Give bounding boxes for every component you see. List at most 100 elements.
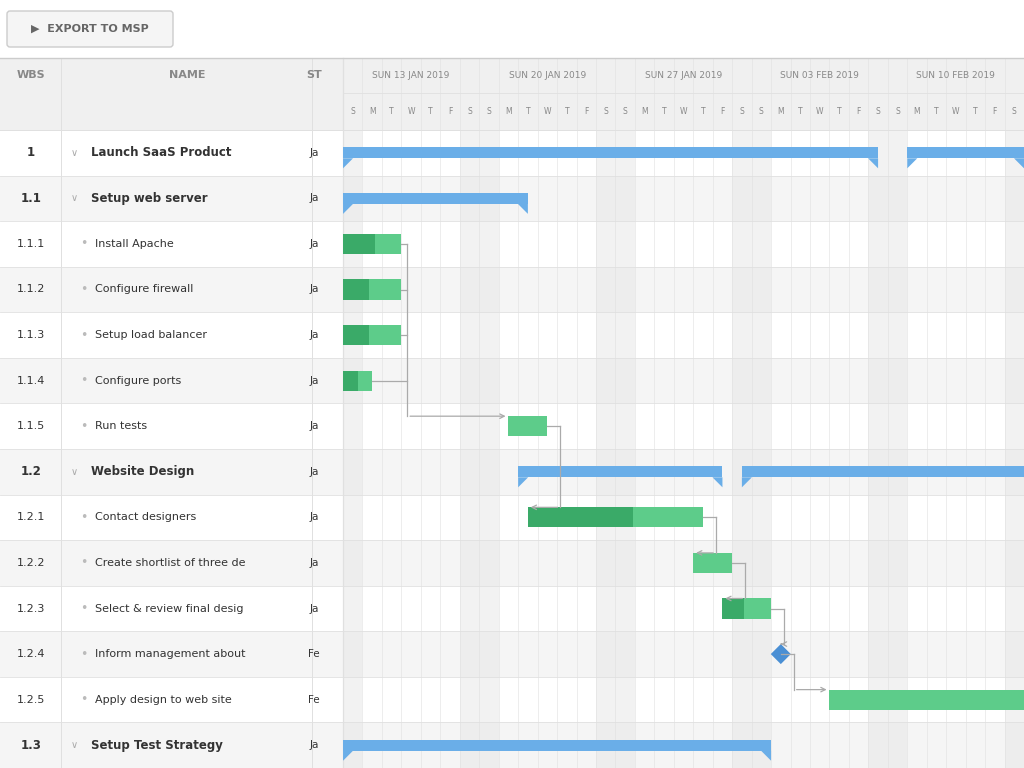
Text: •: •: [80, 694, 87, 706]
Text: Setup Test Strategy: Setup Test Strategy: [91, 739, 223, 752]
Bar: [343, 325, 401, 345]
Polygon shape: [343, 158, 353, 168]
Text: 1.1.1: 1.1.1: [16, 239, 45, 249]
Bar: [0, 130, 1024, 176]
Bar: [528, 508, 702, 528]
Text: Ja: Ja: [309, 512, 318, 522]
Text: 1.1.2: 1.1.2: [16, 284, 45, 294]
Bar: [0, 677, 1024, 723]
Bar: [0, 221, 1024, 266]
Text: 1.2.4: 1.2.4: [16, 649, 45, 659]
Bar: [0, 403, 1024, 449]
Polygon shape: [741, 477, 752, 488]
Text: SUN 03 FEB 2019: SUN 03 FEB 2019: [780, 71, 859, 80]
Text: S: S: [486, 107, 492, 116]
Bar: [0, 266, 1024, 313]
Text: S: S: [759, 107, 764, 116]
Bar: [460, 58, 479, 768]
FancyBboxPatch shape: [7, 11, 173, 47]
Polygon shape: [343, 751, 353, 761]
Bar: [0, 723, 1024, 768]
Text: M: M: [913, 107, 921, 116]
Bar: [343, 740, 771, 751]
Text: ∨: ∨: [71, 147, 78, 157]
Text: SUN 13 JAN 2019: SUN 13 JAN 2019: [373, 71, 450, 80]
Text: Create shortlist of three de: Create shortlist of three de: [95, 558, 246, 568]
Bar: [343, 234, 375, 254]
Text: NAME: NAME: [169, 71, 205, 81]
Bar: [0, 313, 1024, 358]
Text: •: •: [80, 511, 87, 524]
Text: S: S: [623, 107, 628, 116]
Text: Ja: Ja: [309, 330, 318, 340]
Bar: [343, 234, 401, 254]
Text: Ja: Ja: [309, 239, 318, 249]
Text: Ja: Ja: [309, 376, 318, 386]
Bar: [343, 325, 370, 345]
Text: W: W: [816, 107, 823, 116]
Text: T: T: [564, 107, 569, 116]
Bar: [508, 416, 547, 436]
Text: •: •: [80, 420, 87, 432]
Text: T: T: [973, 107, 978, 116]
Text: •: •: [80, 647, 87, 660]
Bar: [596, 58, 615, 768]
Text: Website Design: Website Design: [91, 465, 195, 478]
Bar: [343, 193, 528, 204]
Text: Select & review final desig: Select & review final desig: [95, 604, 244, 614]
Text: •: •: [80, 329, 87, 342]
Bar: [0, 358, 1024, 403]
Text: ST: ST: [306, 71, 322, 81]
Text: Configure firewall: Configure firewall: [95, 284, 194, 294]
Bar: [723, 598, 744, 618]
Text: ∨: ∨: [71, 194, 78, 204]
Text: Contact designers: Contact designers: [95, 512, 197, 522]
Bar: [0, 586, 1024, 631]
Text: F: F: [584, 107, 589, 116]
Text: 1.1.5: 1.1.5: [16, 421, 45, 431]
Text: T: T: [934, 107, 939, 116]
Text: Apply design to web site: Apply design to web site: [95, 694, 232, 705]
Text: W: W: [408, 107, 415, 116]
Text: •: •: [80, 602, 87, 615]
Text: S: S: [467, 107, 472, 116]
Text: Fe: Fe: [308, 649, 319, 659]
Bar: [528, 508, 633, 528]
Polygon shape: [761, 751, 771, 761]
Text: Fe: Fe: [308, 694, 319, 705]
Text: Ja: Ja: [309, 604, 318, 614]
Bar: [741, 466, 1024, 477]
Polygon shape: [771, 644, 791, 664]
Bar: [0, 176, 1024, 221]
Text: 1.1.3: 1.1.3: [16, 330, 45, 340]
Text: 1.2.1: 1.2.1: [16, 512, 45, 522]
Text: 1.2.2: 1.2.2: [16, 558, 45, 568]
Text: •: •: [80, 283, 87, 296]
Bar: [343, 280, 401, 300]
Text: Ja: Ja: [309, 558, 318, 568]
Bar: [479, 58, 499, 768]
Text: S: S: [350, 107, 355, 116]
Text: ∨: ∨: [71, 467, 78, 477]
Text: 1.2.5: 1.2.5: [16, 694, 45, 705]
Text: T: T: [389, 107, 394, 116]
Text: •: •: [80, 374, 87, 387]
Text: W: W: [952, 107, 959, 116]
Text: Configure ports: Configure ports: [95, 376, 181, 386]
Bar: [0, 449, 1024, 495]
Text: F: F: [992, 107, 997, 116]
Bar: [343, 147, 878, 158]
Text: 1: 1: [27, 146, 35, 159]
Text: W: W: [544, 107, 551, 116]
Bar: [1005, 58, 1024, 768]
Bar: [829, 690, 1024, 710]
Bar: [868, 58, 888, 768]
Bar: [0, 495, 1024, 540]
Text: WBS: WBS: [16, 71, 45, 81]
Text: S: S: [1012, 107, 1017, 116]
Polygon shape: [518, 204, 528, 214]
Bar: [343, 58, 362, 768]
Bar: [343, 371, 373, 391]
Bar: [0, 58, 1024, 130]
Text: T: T: [525, 107, 530, 116]
